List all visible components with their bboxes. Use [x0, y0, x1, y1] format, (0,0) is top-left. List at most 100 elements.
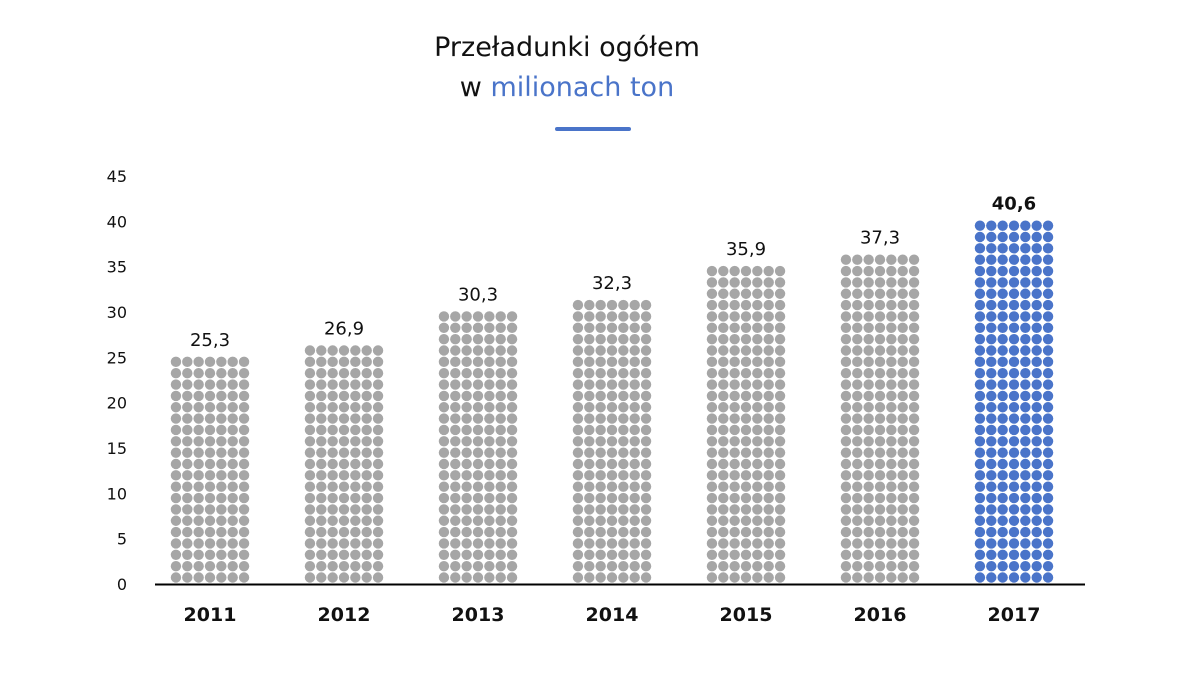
bar-dot [316, 526, 327, 538]
bar-dot [863, 277, 874, 288]
bar-dot [706, 436, 718, 447]
bar-dot [216, 470, 227, 481]
bar-dot [606, 560, 618, 572]
bar-dot [1031, 333, 1042, 345]
bar-dot [740, 436, 752, 447]
bar-dot [438, 356, 450, 368]
bar-dot [718, 504, 729, 515]
bar-dot [1020, 265, 1031, 277]
bar-dot [595, 572, 606, 583]
bar-dot [908, 345, 920, 356]
bar-dot [897, 265, 908, 277]
bar-dot [238, 526, 250, 538]
bar-dot [718, 413, 729, 424]
bar-2016 [840, 254, 920, 583]
x-tick-label: 2016 [854, 604, 907, 626]
bar-dot [986, 402, 997, 413]
bar-dot [1031, 526, 1042, 538]
bar-dot [1020, 254, 1031, 265]
bar-dot [450, 356, 461, 368]
bar-dot [606, 424, 618, 436]
bar-dot [484, 379, 495, 390]
bar-dot [852, 254, 863, 265]
bar-dot [629, 560, 640, 572]
bar-dot [338, 481, 350, 492]
bar-dot [752, 481, 763, 492]
bar-dot [852, 560, 863, 572]
bar-dot [606, 526, 618, 538]
bar-dot [495, 390, 506, 402]
bar-dot [874, 515, 886, 526]
bar-dot [372, 549, 384, 560]
bar-dot [852, 368, 863, 379]
bar-dot [986, 379, 997, 390]
bar-dot [706, 572, 718, 583]
bar-dot [1008, 333, 1020, 345]
bar-dot [974, 413, 986, 424]
bar-dot [874, 572, 886, 583]
bar-dot [986, 526, 997, 538]
bar-dot [193, 504, 204, 515]
bar-dot [640, 436, 652, 447]
bar-dot [852, 299, 863, 311]
bar-dot [718, 322, 729, 333]
bar-dot [227, 447, 238, 458]
bar-dot [852, 447, 863, 458]
bar-dot [584, 402, 595, 413]
bar-dot [897, 447, 908, 458]
bar-dot [1031, 515, 1042, 526]
bar-dot [752, 526, 763, 538]
bar-dot [1031, 243, 1042, 254]
bar-dot [640, 356, 652, 368]
bar-dot [238, 504, 250, 515]
bar-dot [640, 299, 652, 311]
bar-dot [974, 265, 986, 277]
bar-dot [629, 379, 640, 390]
bar-dot [974, 345, 986, 356]
bar-dot [338, 368, 350, 379]
bar-dot [495, 515, 506, 526]
bar-dot [718, 549, 729, 560]
bar-dot [584, 470, 595, 481]
bar-dot [361, 492, 372, 504]
bar-dot [997, 254, 1008, 265]
bar-dot [227, 436, 238, 447]
bar-dot [1031, 481, 1042, 492]
bar-dot [372, 413, 384, 424]
bar-dot [595, 538, 606, 549]
data-label: 40,6 [992, 194, 1036, 215]
bar-dot [495, 379, 506, 390]
bar-dot [472, 333, 484, 345]
bar-dot [863, 515, 874, 526]
bar-dot [886, 560, 897, 572]
bar-dot [506, 458, 518, 470]
bar-dot [718, 390, 729, 402]
bar-dot [863, 379, 874, 390]
bar-dot [629, 356, 640, 368]
bar-dot [897, 492, 908, 504]
bar-dot [774, 492, 786, 504]
bar-dot [752, 560, 763, 572]
bar-dot [874, 322, 886, 333]
bar-dot [572, 311, 584, 322]
bar-dot [874, 492, 886, 504]
bar-dot [729, 560, 740, 572]
bar-dot [874, 265, 886, 277]
bar-dot [629, 368, 640, 379]
bar-dot [238, 424, 250, 436]
bar-dot [227, 515, 238, 526]
bar-dot [438, 458, 450, 470]
bar-dot [618, 322, 629, 333]
bar-dot [484, 538, 495, 549]
bar-dot [1020, 458, 1031, 470]
bar-dot [495, 560, 506, 572]
bar-dot [572, 413, 584, 424]
bar-dot [986, 220, 997, 231]
bar-dot [472, 345, 484, 356]
bar-dot [774, 447, 786, 458]
bar-dot [572, 390, 584, 402]
bar-dot [908, 390, 920, 402]
bar-dot [361, 538, 372, 549]
bar-dot [495, 424, 506, 436]
bar-dot [216, 572, 227, 583]
